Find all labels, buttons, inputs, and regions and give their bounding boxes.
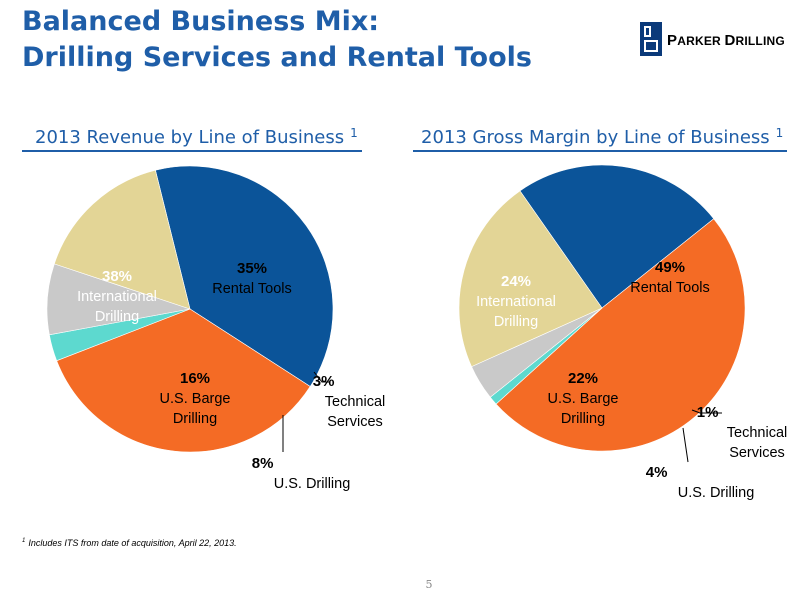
margin-label-international-drilling: 24% International Drilling [476,272,556,332]
revenue-chart-title: 2013 Revenue by Line of Business 1 [35,120,358,151]
footnote-marker: 1 [22,538,26,544]
revenue-slice-rental-tools [56,308,311,453]
company-logo: PARKER DRILLING [640,22,785,56]
revenue-slice-us-barge-drilling [53,169,191,310]
margin-chart-title-rule [413,150,787,152]
revenue-name-us-barge-drilling: U.S. Barge Drilling [159,391,231,427]
margin-name-international-drilling: International Drilling [476,294,556,330]
company-name-rest-1: ARKER [677,34,721,48]
revenue-name-technical-services: Technical Services [324,394,386,430]
margin-label-us-drilling: 4% U.S. Drilling [646,463,755,503]
margin-slice-international-drilling [519,164,715,309]
revenue-chart-title-text: 2013 Revenue by Line of Business [35,127,345,148]
footnote-text: Includes ITS from date of acquisition, A… [28,538,237,548]
margin-value-international-drilling: 24% [500,273,532,290]
company-name-initial-1: P [667,32,678,49]
margin-name-us-drilling: U.S. Drilling [677,485,755,501]
revenue-chart-title-footnote: 1 [350,126,358,140]
margin-label-us-barge-drilling: 22% U.S. Barge Drilling [548,369,619,429]
revenue-name-us-drilling: U.S. Drilling [273,476,351,492]
margin-value-rental-tools: 49% [654,259,686,276]
revenue-label-rental-tools: 35% Rental Tools [212,259,292,299]
revenue-value-us-barge-drilling: 16% [179,370,211,387]
margin-slice-rental-tools [495,218,746,452]
margin-name-technical-services: Technical Services [726,425,788,461]
margin-pie-chart [458,164,746,463]
revenue-pie-chart [46,165,334,453]
revenue-chart-title-rule [22,150,362,152]
margin-leader-line-us-drilling [682,427,689,463]
revenue-label-technical-services: 3% Technical Services [313,372,386,432]
margin-chart-title-text: 2013 Gross Margin by Line of Business [421,127,770,148]
margin-label-rental-tools: 49% Rental Tools [630,258,710,298]
revenue-value-us-drilling: 8% [251,455,274,472]
margin-chart-title: 2013 Gross Margin by Line of Business 1 [421,120,783,151]
revenue-slice-international-drilling [155,165,334,387]
page-number: 5 [425,578,433,591]
revenue-value-rental-tools: 35% [236,260,268,277]
slide-title: Balanced Business Mix: Drilling Services… [22,4,532,76]
revenue-value-technical-services: 3% [312,373,335,390]
slide-title-line-2: Drilling Services and Rental Tools [22,42,532,73]
revenue-name-international-drilling: International Drilling [77,289,157,325]
company-name-rest-2: RILLING [735,34,785,48]
slide-title-line-1: Balanced Business Mix: [22,6,380,37]
margin-leader-line-technical-services [691,409,722,414]
revenue-label-us-drilling: 8% U.S. Drilling [252,454,351,494]
margin-value-us-drilling: 4% [645,464,668,481]
margin-label-technical-services: 1% Technical Services [697,403,788,463]
margin-value-us-barge-drilling: 22% [567,370,599,387]
company-name: PARKER DRILLING [667,32,785,49]
revenue-value-international-drilling: 38% [101,268,133,285]
margin-value-technical-services: 1% [696,404,719,421]
parker-drilling-logo-icon [640,22,662,56]
revenue-label-international-drilling: 38% International Drilling [77,267,157,327]
margin-chart-title-footnote: 1 [775,126,784,140]
footnote: 1 Includes ITS from date of acquisition, … [22,538,237,548]
revenue-leader-line-technical-services [313,371,330,383]
revenue-label-us-barge-drilling: 16% U.S. Barge Drilling [160,369,231,429]
revenue-name-rental-tools: Rental Tools [212,281,292,297]
margin-name-rental-tools: Rental Tools [630,280,710,296]
margin-name-us-barge-drilling: U.S. Barge Drilling [547,391,619,427]
company-name-initial-2: D [724,32,736,49]
margin-slice-us-barge-drilling [458,190,603,368]
